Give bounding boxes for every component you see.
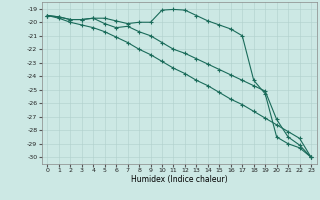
X-axis label: Humidex (Indice chaleur): Humidex (Indice chaleur) <box>131 175 228 184</box>
